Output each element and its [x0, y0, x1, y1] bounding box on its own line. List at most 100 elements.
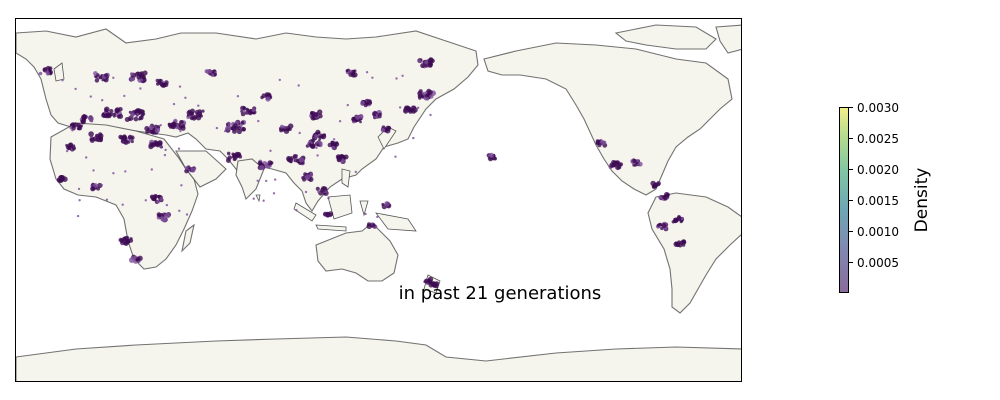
density-point — [171, 121, 177, 127]
density-point — [349, 69, 353, 73]
density-point — [232, 153, 238, 158]
density-point — [301, 176, 305, 180]
density-point — [56, 177, 62, 183]
density-point — [679, 240, 684, 245]
density-point — [89, 137, 95, 143]
density-point — [313, 112, 319, 118]
density-point — [330, 142, 335, 147]
density-point — [360, 100, 365, 105]
density-point — [384, 201, 390, 207]
density-point — [351, 116, 356, 122]
java-island — [315, 224, 347, 232]
density-point — [177, 147, 181, 150]
density-point — [61, 175, 65, 179]
colorbar-tick-label: 0.0010 — [857, 225, 899, 239]
density-point — [372, 113, 376, 117]
density-point — [125, 240, 130, 245]
density-point — [673, 219, 678, 223]
density-point — [74, 87, 77, 91]
south-america-landmass — [647, 192, 741, 314]
density-point — [181, 124, 186, 129]
density-point — [214, 71, 217, 74]
density-point — [154, 127, 160, 133]
colorbar-tick — [849, 200, 853, 201]
india-landmass — [235, 158, 265, 201]
density-point — [256, 179, 259, 182]
density-point — [616, 164, 622, 170]
density-point — [611, 162, 616, 168]
density-point — [298, 131, 301, 135]
density-point — [251, 108, 256, 112]
density-point — [674, 241, 679, 246]
density-point — [662, 195, 666, 200]
density-point — [65, 143, 69, 147]
density-point — [104, 106, 110, 113]
density-point — [242, 106, 246, 110]
density-point — [364, 212, 367, 216]
density-point — [97, 182, 103, 189]
density-point — [128, 238, 134, 243]
density-point — [288, 158, 294, 163]
density-point — [316, 154, 319, 157]
density-point — [104, 73, 108, 77]
density-point — [215, 126, 219, 130]
density-point — [98, 137, 104, 143]
density-point — [38, 71, 43, 76]
density-point — [378, 112, 382, 116]
density-point — [427, 279, 431, 284]
density-point — [320, 187, 326, 193]
greenland-landmass — [614, 24, 717, 50]
density-point — [179, 129, 182, 133]
density-point — [92, 169, 95, 172]
density-point — [88, 131, 94, 137]
density-point — [398, 106, 402, 109]
density-point — [136, 112, 139, 116]
density-point — [138, 117, 141, 121]
density-point — [424, 60, 429, 65]
density-point — [265, 96, 271, 102]
density-point — [488, 152, 494, 158]
density-point — [425, 97, 430, 101]
density-point — [157, 194, 161, 198]
density-point — [252, 197, 255, 200]
density-point — [381, 202, 385, 206]
density-point — [338, 155, 343, 160]
density-point — [408, 108, 412, 112]
density-point — [314, 134, 318, 138]
antarctica-landmass — [16, 336, 741, 381]
density-point — [232, 157, 237, 162]
density-point — [394, 155, 397, 158]
density-point — [165, 212, 171, 219]
density-point — [45, 71, 50, 76]
density-point — [236, 128, 242, 135]
density-point — [151, 131, 155, 134]
density-point — [679, 220, 683, 224]
density-point — [90, 119, 94, 123]
density-point — [67, 142, 74, 149]
density-point — [165, 203, 169, 207]
density-point — [109, 109, 114, 114]
density-point — [227, 122, 231, 126]
density-point — [124, 117, 130, 122]
density-point — [423, 280, 427, 284]
density-point — [207, 69, 213, 74]
density-point — [238, 154, 243, 159]
density-point — [236, 95, 240, 98]
density-point — [85, 156, 88, 159]
density-point — [185, 213, 189, 216]
density-point — [159, 145, 163, 149]
density-point — [163, 153, 167, 157]
density-point — [141, 112, 146, 116]
density-point — [493, 156, 497, 161]
density-point — [232, 123, 238, 129]
density-point — [244, 111, 249, 115]
density-point — [133, 116, 139, 122]
density-point — [376, 215, 379, 219]
density-point — [76, 127, 80, 131]
sumatra-island — [293, 202, 317, 222]
density-point — [257, 119, 260, 123]
density-point — [101, 78, 105, 82]
density-point — [121, 237, 126, 242]
colorbar-title: Density — [912, 167, 932, 233]
density-point — [247, 110, 253, 116]
